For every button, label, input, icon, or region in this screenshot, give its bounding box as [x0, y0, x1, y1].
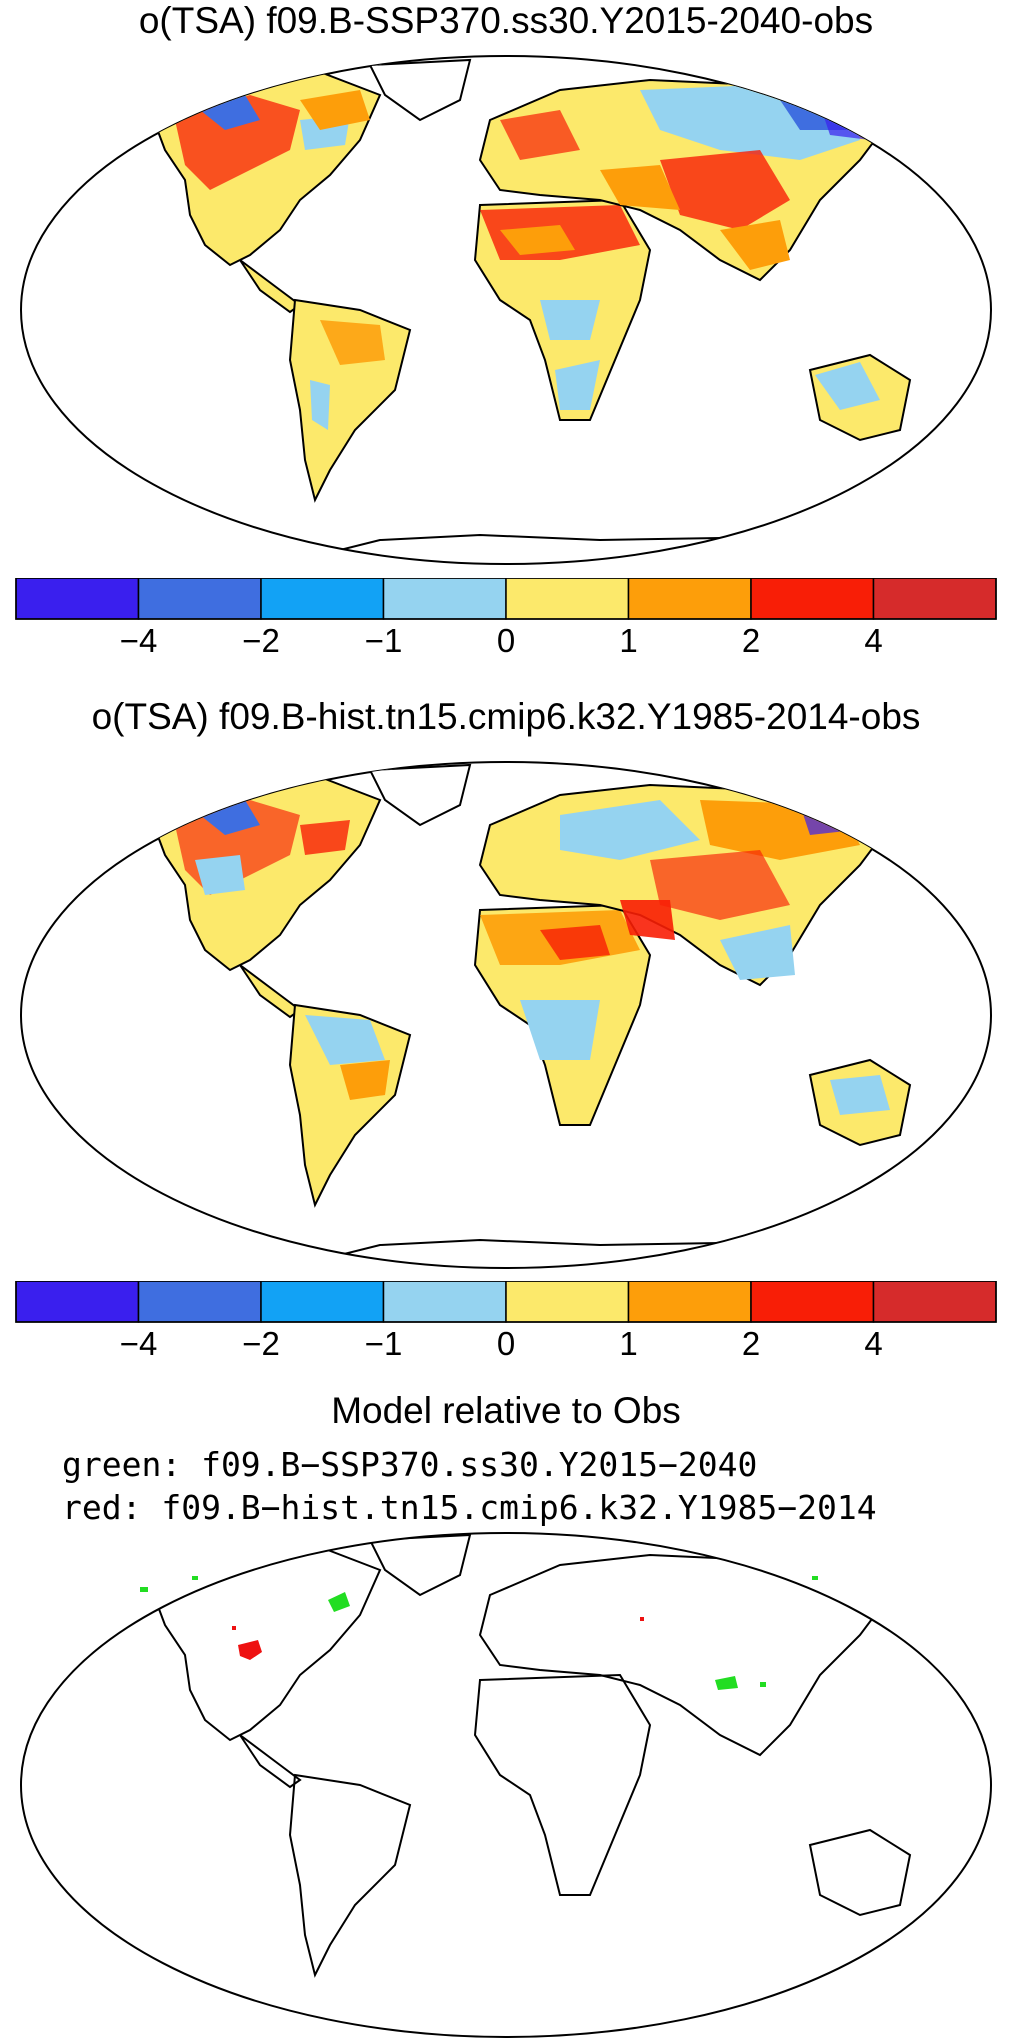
- colorbar-swatch: [15, 1281, 140, 1323]
- colorbar-tick-label: −1: [365, 1325, 403, 1361]
- legend-green: green: f09.B−SSP370.ss30.Y2015−2040: [62, 1445, 758, 1484]
- green-dot-siberia: [812, 1576, 818, 1580]
- colorbar-tick-label: −4: [120, 622, 158, 658]
- panel3-land: [148, 1533, 912, 1978]
- green-region-canada: [328, 1592, 350, 1612]
- colorbar-swatch: [505, 1281, 630, 1323]
- colorbar-swatch: [382, 1281, 507, 1323]
- colorbar-swatch: [627, 1281, 752, 1323]
- colorbar-swatch: [750, 1281, 875, 1323]
- colorbar-swatch: [872, 1281, 997, 1323]
- colorbar-2: −4 −2 −1 0 1 2 4: [15, 1281, 997, 1361]
- significance-markers: [140, 1576, 818, 1690]
- colorbar-tick-label: 1: [619, 622, 637, 658]
- colorbar-tick-label: 4: [864, 622, 882, 658]
- panel3-map: [20, 1532, 992, 2038]
- colorbar-swatch: [750, 578, 875, 620]
- colorbar-swatch: [382, 578, 507, 620]
- panel1-map: [20, 55, 992, 565]
- colorbar-1: −4 −2 −1 0 1 2 4: [15, 578, 997, 658]
- colorbar-swatch: [627, 578, 752, 620]
- colorbar-tick-label: −2: [242, 1325, 280, 1361]
- colorbar-swatch: [137, 578, 262, 620]
- colorbar-swatch: [137, 1281, 262, 1323]
- green-dot-asia: [760, 1682, 766, 1687]
- colorbar-2-swatches: [15, 1281, 997, 1323]
- colorbar-swatch: [872, 578, 997, 620]
- panel1-land: [148, 58, 912, 561]
- red-dot-asia: [640, 1617, 644, 1621]
- colorbar-2-ticks: −4 −2 −1 0 1 2 4: [120, 1325, 883, 1361]
- panel2-title: o(TSA) f09.B-hist.tn15.cmip6.k32.Y1985-2…: [91, 696, 921, 737]
- colorbar-tick-label: 2: [742, 622, 760, 658]
- legend-red: red: f09.B−hist.tn15.cmip6.k32.Y1985−201…: [62, 1488, 877, 1527]
- panel3-title: Model relative to Obs: [331, 1390, 681, 1431]
- red-dot-na: [232, 1626, 236, 1630]
- panel1-title: o(TSA) f09.B-SSP370.ss30.Y2015-2040-obs: [138, 0, 874, 41]
- green-dot-nw: [192, 1576, 198, 1580]
- colorbar-swatch: [505, 578, 630, 620]
- green-region-asia: [715, 1676, 738, 1690]
- colorbar-tick-label: −1: [365, 622, 403, 658]
- colorbar-tick-label: 0: [497, 1325, 515, 1361]
- colorbar-tick-label: 1: [619, 1325, 637, 1361]
- green-dot-alaska: [140, 1587, 148, 1592]
- colorbar-1-ticks: −4 −2 −1 0 1 2 4: [120, 622, 883, 658]
- panel2-map: [20, 761, 992, 1269]
- red-region-north-america: [238, 1640, 262, 1660]
- colorbar-tick-label: 2: [742, 1325, 760, 1361]
- colorbar-tick-label: −4: [120, 1325, 158, 1361]
- colorbar-tick-label: 0: [497, 622, 515, 658]
- colorbar-swatch: [260, 578, 385, 620]
- colorbar-1-swatches: [15, 578, 997, 620]
- colorbar-swatch: [15, 578, 140, 620]
- colorbar-tick-label: −2: [242, 622, 280, 658]
- colorbar-swatch: [260, 1281, 385, 1323]
- colorbar-tick-label: 4: [864, 1325, 882, 1361]
